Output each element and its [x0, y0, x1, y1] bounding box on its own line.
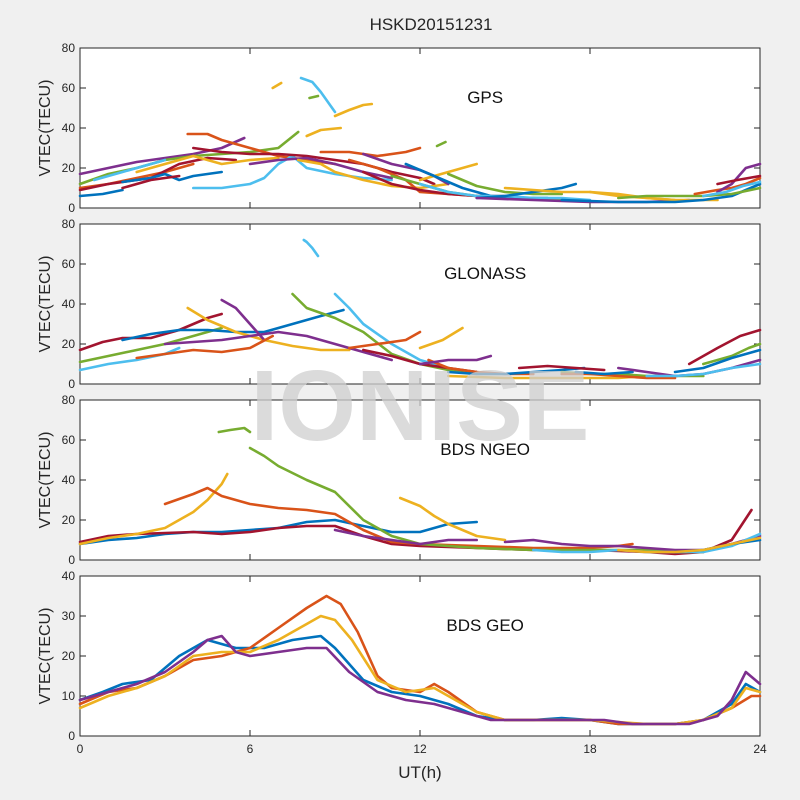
y-tick-label: 20 [62, 649, 76, 663]
series-line-35 [693, 176, 762, 196]
x-tick-label: 0 [77, 742, 84, 756]
series-line-17 [333, 102, 374, 118]
y-tick-label: 0 [68, 729, 75, 743]
y-axis-label: VTEC(TECU) [37, 608, 54, 705]
series-line-5 [163, 330, 393, 362]
panel-3: 0 10 20 30 40 0 6 12 18 24 BDS GEO VTEC(TECU) UT(h) [37, 569, 767, 782]
plot-area [79, 223, 761, 385]
series-line-0 [78, 188, 124, 198]
plot-area [79, 575, 761, 737]
panel-label: GLONASS [444, 264, 526, 283]
series-line-15 [418, 354, 493, 366]
y-axis-label: VTEC(TECU) [37, 256, 54, 353]
series-line-11 [192, 146, 436, 186]
series-line-10 [333, 292, 450, 370]
y-tick-label: 80 [62, 217, 76, 231]
y-tick-label: 0 [68, 553, 75, 567]
series-line-11 [347, 330, 422, 350]
panel-2: 0 20 40 60 80 BDS NGEO VTEC(TECU) [37, 393, 762, 567]
y-tick-label: 20 [62, 513, 76, 527]
panel-1: 0 20 40 60 80 GLONASS VTEC(TECU) [37, 217, 762, 391]
series-line-23 [645, 362, 762, 378]
series-line-1 [78, 346, 181, 372]
panel-label: BDS GEO [446, 616, 523, 635]
series-line-13 [418, 326, 464, 350]
y-tick-label: 60 [62, 433, 76, 447]
series-line-5 [92, 158, 167, 182]
series-line-13 [271, 81, 283, 90]
series-line-26 [673, 348, 762, 374]
series-line-24 [418, 162, 478, 182]
y-tick-label: 20 [62, 161, 76, 175]
y-tick-label: 80 [62, 41, 76, 55]
series-line-16 [447, 366, 586, 376]
series-line-19 [319, 146, 422, 158]
panel-0: 0 20 40 60 80 GPS VTEC(TECU) [37, 41, 762, 215]
y-tick-label: 20 [62, 337, 76, 351]
y-tick-label: 60 [62, 81, 76, 95]
y-tick-label: 40 [62, 473, 76, 487]
y-tick-label: 80 [62, 393, 76, 407]
y-tick-label: 60 [62, 257, 76, 271]
y-tick-label: 40 [62, 121, 76, 135]
series-line-11 [617, 536, 762, 554]
series-line-27 [435, 140, 447, 148]
series-line-20 [560, 372, 677, 380]
series-line-3 [78, 634, 762, 726]
series-line-21 [574, 370, 634, 376]
panel-label: BDS NGEO [440, 440, 530, 459]
y-tick-label: 30 [62, 609, 76, 623]
chart-panels: 020406080GPSVTEC(TECU)020406080GLONASSVT… [37, 41, 767, 782]
watermark-text: IONISE [251, 350, 590, 462]
series-line-4 [217, 426, 252, 434]
series-line-5 [248, 446, 705, 554]
series-line-6 [333, 528, 478, 546]
series-line-25 [702, 342, 762, 366]
series-line-28 [447, 172, 563, 196]
x-tick-label: 18 [583, 742, 597, 756]
series-line-3 [163, 486, 634, 550]
series-line-7 [398, 496, 507, 542]
series-line-34 [617, 186, 762, 200]
y-tick-label: 40 [62, 297, 76, 311]
series-line-2 [78, 472, 229, 546]
x-tick-label: 6 [247, 742, 254, 756]
series-line-9 [186, 132, 337, 166]
series-line-24 [687, 328, 762, 366]
plot-area [79, 47, 761, 209]
y-axis-label: VTEC(TECU) [37, 80, 54, 177]
x-tick-label: 12 [413, 742, 427, 756]
panel-label: GPS [467, 88, 503, 107]
series-line-2 [78, 326, 223, 364]
series-line-17 [517, 364, 606, 372]
series-line-7 [121, 174, 181, 190]
series-line-0 [78, 312, 223, 352]
series-line-37 [702, 180, 762, 198]
y-tick-label: 40 [62, 569, 76, 583]
series-line-6 [220, 298, 266, 342]
series-line-7 [135, 334, 274, 360]
series-line-3 [78, 136, 246, 176]
series-line-16 [305, 126, 342, 138]
figure-title: HSKD20151231 [370, 15, 493, 34]
series-line-36 [716, 162, 762, 194]
series-line-8 [135, 154, 280, 174]
x-tick-label: 24 [753, 742, 767, 756]
x-axis-label: UT(h) [398, 763, 441, 782]
y-tick-label: 10 [62, 689, 76, 703]
series-line-29 [475, 182, 578, 200]
series-line-14 [308, 94, 320, 100]
y-axis-label: VTEC(TECU) [37, 432, 54, 529]
series-line-9 [302, 238, 320, 258]
series-line-18 [296, 158, 450, 190]
series-line-15 [299, 76, 337, 114]
series-line-2 [78, 156, 238, 192]
series-line-38 [716, 174, 762, 186]
y-tick-label: 0 [68, 377, 75, 391]
y-tick-label: 0 [68, 201, 75, 215]
